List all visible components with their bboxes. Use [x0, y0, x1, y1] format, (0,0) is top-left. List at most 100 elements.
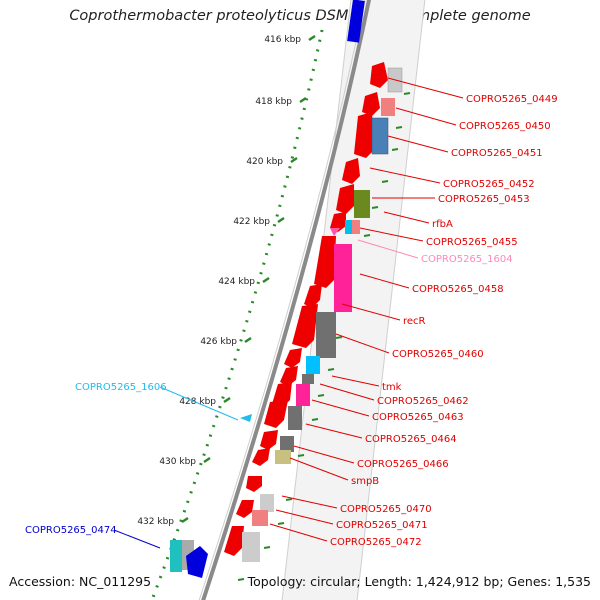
gene-label[interactable]: smpB — [351, 476, 379, 487]
gene-arrow-red — [370, 62, 388, 88]
leader-line — [383, 211, 430, 224]
gene-arrow-red — [354, 112, 374, 158]
gene-block-olive — [354, 190, 370, 218]
leader-line — [159, 386, 239, 421]
backbone-inner-line — [198, 0, 366, 600]
gene-arrow-red — [314, 236, 336, 288]
ruler-tick — [277, 216, 285, 224]
gene-label[interactable]: COPRO5265_0458 — [412, 284, 504, 295]
leader-line — [311, 399, 370, 417]
gene-arrow-red — [252, 448, 270, 466]
ruler-tick-label: 428 kbp — [179, 397, 216, 407]
leader-line — [369, 167, 441, 184]
leader-line — [319, 383, 375, 401]
gene-label[interactable]: COPRO5265_0470 — [340, 504, 432, 515]
track-tick — [363, 234, 371, 237]
track-tick — [317, 394, 325, 397]
gene-label[interactable]: COPRO5265_0452 — [443, 179, 535, 190]
leader-line — [359, 227, 424, 242]
ruler-tick-label: 422 kbp — [233, 217, 270, 227]
gene-label[interactable]: COPRO5265_0449 — [466, 94, 558, 105]
gene-arrow-red — [304, 284, 322, 308]
track-tick — [391, 148, 399, 151]
gene-labels: COPRO5265_0449 COPRO5265_0450 COPRO5265_04… — [25, 94, 558, 548]
gene-arrow-red — [336, 184, 354, 214]
gene-label[interactable]: COPRO5265_0463 — [372, 412, 464, 423]
ruler-tick-label: 416 kbp — [264, 35, 301, 45]
gene-block-darkgrey — [316, 312, 336, 358]
gene-block-cyan — [345, 220, 352, 234]
topology-text: Topology: circular; Length: 1,424,912 bp… — [247, 574, 591, 589]
gene-label[interactable]: COPRO5265_0474 — [25, 525, 117, 536]
leader-line — [269, 523, 328, 542]
ruler-tick-label: 418 kbp — [255, 97, 292, 107]
gene-arrow-red — [260, 430, 278, 450]
leader-line — [387, 77, 464, 99]
gene-label[interactable]: COPRO5265_0462 — [377, 396, 469, 407]
ruler-tick-label: 432 kbp — [137, 517, 174, 527]
gene-label[interactable]: COPRO5265_1604 — [421, 254, 513, 265]
ruler-tick — [203, 456, 211, 464]
gene-label[interactable]: COPRO5265_1606 — [75, 382, 167, 393]
gene-label[interactable]: COPRO5265_0466 — [357, 459, 449, 470]
gene-block-salmon — [252, 510, 268, 526]
gene-arrow-red — [292, 304, 318, 348]
gene-label[interactable]: tmk — [382, 382, 402, 393]
ruler-tick — [290, 156, 298, 164]
leader-line — [359, 273, 410, 289]
label-leader-lines — [113, 77, 464, 549]
gene-marker-cyan — [240, 414, 252, 422]
backbone-line — [201, 0, 371, 600]
gene-block-cyan — [306, 356, 320, 374]
gene-arrow-red — [342, 158, 360, 184]
gene-label[interactable]: COPRO5265_0464 — [365, 434, 457, 445]
ruler-tick — [262, 276, 270, 284]
track-tick — [311, 418, 319, 421]
gene-label[interactable]: COPRO5265_0471 — [336, 520, 428, 531]
track-tick — [371, 206, 379, 209]
gene-label[interactable]: recR — [403, 316, 426, 327]
gene-label[interactable]: COPRO5265_0455 — [426, 237, 518, 248]
leader-line — [113, 529, 161, 549]
gene-features — [170, 0, 403, 578]
gene-block-khaki — [275, 450, 291, 464]
gene-block-salmon — [352, 220, 360, 234]
track-tick — [277, 522, 285, 525]
leader-line — [305, 423, 363, 439]
track-tick — [297, 454, 305, 457]
gene-arrow-pink — [330, 228, 340, 236]
leader-line — [289, 457, 349, 481]
gene-block-magenta — [334, 244, 352, 312]
track-tick — [285, 498, 293, 501]
gene-arrow-red — [284, 348, 302, 368]
leader-line — [335, 333, 390, 354]
leader-line — [341, 303, 401, 321]
gene-label[interactable]: COPRO5265_0460 — [392, 349, 484, 360]
track-tick — [381, 180, 389, 183]
gene-label[interactable]: rfbA — [432, 219, 453, 230]
gene-block-lightgrey — [260, 494, 274, 512]
gene-label[interactable]: COPRO5265_0450 — [459, 121, 551, 132]
leader-line — [331, 375, 380, 387]
gene-arrow-red — [236, 500, 254, 518]
gene-label[interactable]: COPRO5265_0451 — [451, 148, 543, 159]
gene-block-steelblue — [371, 117, 389, 155]
leader-line — [293, 445, 355, 464]
gene-arrow-red — [264, 400, 288, 428]
gene-block-salmon — [381, 98, 395, 116]
leader-line — [387, 135, 449, 153]
ruler-tick-label: 424 kbp — [218, 277, 255, 287]
leader-line — [281, 495, 338, 509]
gene-block-darkgrey — [280, 436, 294, 452]
ruler-tick — [223, 396, 231, 404]
gene-arrow-blue — [186, 546, 208, 578]
ruler-tick-label: 426 kbp — [200, 337, 237, 347]
gene-label[interactable]: COPRO5265_0472 — [330, 537, 422, 548]
ruler-tick-label: 420 kbp — [246, 157, 283, 167]
ruler-tick — [181, 516, 189, 524]
gene-label[interactable]: COPRO5265_0453 — [438, 194, 530, 205]
gene-block-lightgrey — [242, 532, 260, 562]
gene-block-darkgrey — [288, 406, 302, 430]
